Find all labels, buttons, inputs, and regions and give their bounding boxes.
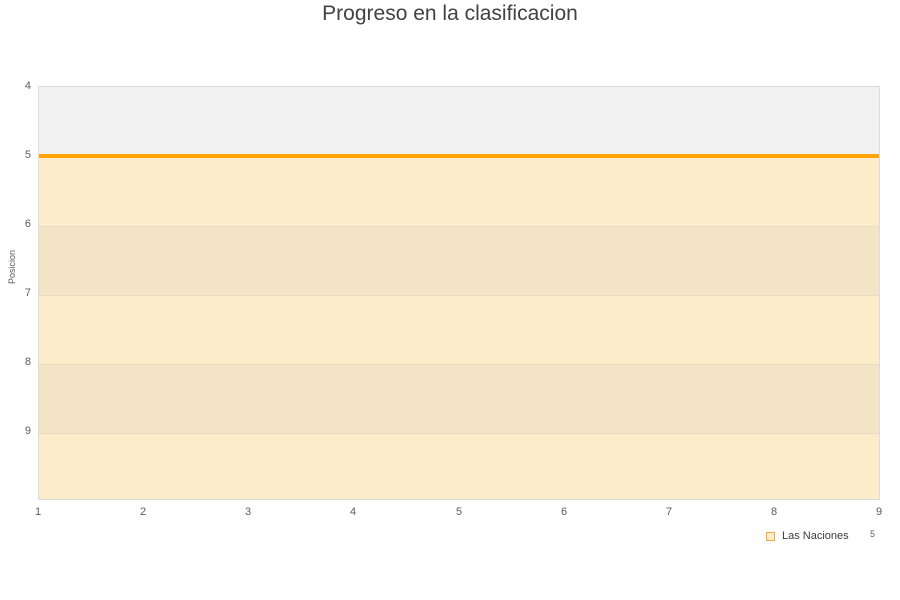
x-tick-label: 2: [139, 506, 147, 518]
band-9-end: [39, 434, 879, 499]
x-tick-label: 8: [770, 506, 778, 518]
gridline-7: [39, 295, 879, 296]
gridline-9: [39, 433, 879, 434]
y-axis-title: Posicion: [7, 249, 17, 285]
y-tick-label: 7: [24, 287, 31, 299]
series-line-las-naciones: [39, 154, 879, 158]
x-tick-label: 4: [349, 506, 357, 518]
band-7-8: [39, 296, 879, 365]
x-tick-label: 9: [875, 506, 883, 518]
gridline-8: [39, 364, 879, 365]
y-tick-label: 4: [24, 80, 31, 92]
y-tick-label: 8: [24, 356, 31, 368]
y-tick-label: 5: [24, 149, 31, 161]
x-tick-label: 7: [665, 506, 673, 518]
x-tick-label: 1: [34, 506, 42, 518]
plot-area: [38, 86, 880, 500]
y-axis-tick-labels: 4 5 6 7 8 9: [0, 0, 31, 600]
x-tick-label: 3: [244, 506, 252, 518]
chart-legend[interactable]: Las Naciones: [766, 528, 849, 544]
band-5-6: [39, 158, 879, 227]
band-8-9: [39, 365, 879, 434]
gridline-6: [39, 226, 879, 227]
y-tick-label: 9: [24, 425, 31, 437]
chart-title: Progreso en la clasificacion: [322, 2, 578, 25]
y-tick-label: 6: [24, 218, 31, 230]
legend-item-label[interactable]: Las Naciones: [782, 530, 849, 542]
x-tick-label: 6: [560, 506, 568, 518]
x-axis-tick-labels: 1 2 3 4 5 6 7 8 9: [0, 506, 900, 522]
data-point-label: 5: [870, 529, 876, 539]
band-6-7: [39, 227, 879, 296]
x-tick-label: 5: [455, 506, 463, 518]
legend-swatch-icon: [766, 531, 775, 541]
